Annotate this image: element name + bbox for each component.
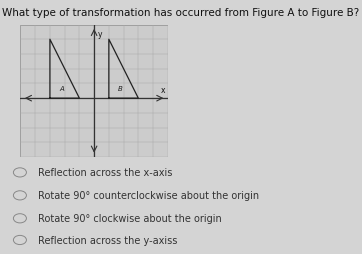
Text: A: A [59,86,64,91]
Text: x: x [161,85,166,94]
Text: B: B [118,86,123,91]
Text: y: y [98,30,102,39]
Text: Rotate 90° clockwise about the origin: Rotate 90° clockwise about the origin [38,213,222,224]
Text: What type of transformation has occurred from Figure A to Figure B?: What type of transformation has occurred… [3,8,359,18]
Text: Rotate 90° counterclockwise about the origin: Rotate 90° counterclockwise about the or… [38,190,259,201]
Text: Reflection across the y-axiss: Reflection across the y-axiss [38,235,177,245]
Text: Reflection across the x-axis: Reflection across the x-axis [38,168,172,178]
